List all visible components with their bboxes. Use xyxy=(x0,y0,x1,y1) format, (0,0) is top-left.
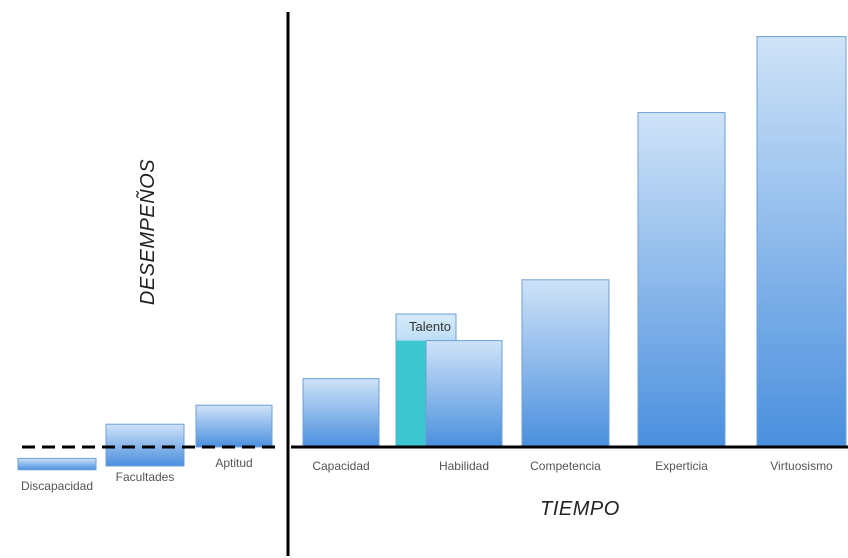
label-competencia: Competencia xyxy=(530,459,601,473)
label-habilidad: Habilidad xyxy=(439,459,489,473)
talento-overlap xyxy=(396,340,426,447)
label-talento: Talento xyxy=(409,319,451,334)
label-discapacidad: Discapacidad xyxy=(21,479,93,493)
right-bars xyxy=(302,36,847,448)
x-axis-title: TIEMPO xyxy=(540,498,620,520)
bar-experticia xyxy=(637,112,726,448)
y-axis-title: DESEMPEÑOS xyxy=(135,159,159,305)
bar-aptitud xyxy=(195,404,273,448)
bar-facultades xyxy=(105,423,185,467)
label-aptitud: Aptitud xyxy=(215,456,252,470)
label-virtuosismo: Virtuosismo xyxy=(770,459,833,473)
label-capacidad: Capacidad xyxy=(312,459,369,473)
label-facultades: Facultades xyxy=(116,470,175,484)
label-experticia: Experticia xyxy=(655,459,708,473)
bar-discapacidad xyxy=(17,457,97,471)
bar-habilidad xyxy=(425,340,503,448)
bar-competencia xyxy=(521,279,610,448)
bar-virtuosismo xyxy=(756,36,847,448)
category-labels: Discapacidad Facultades Aptitud Capacidad Ha… xyxy=(21,319,833,493)
bar-capacidad xyxy=(302,378,380,448)
